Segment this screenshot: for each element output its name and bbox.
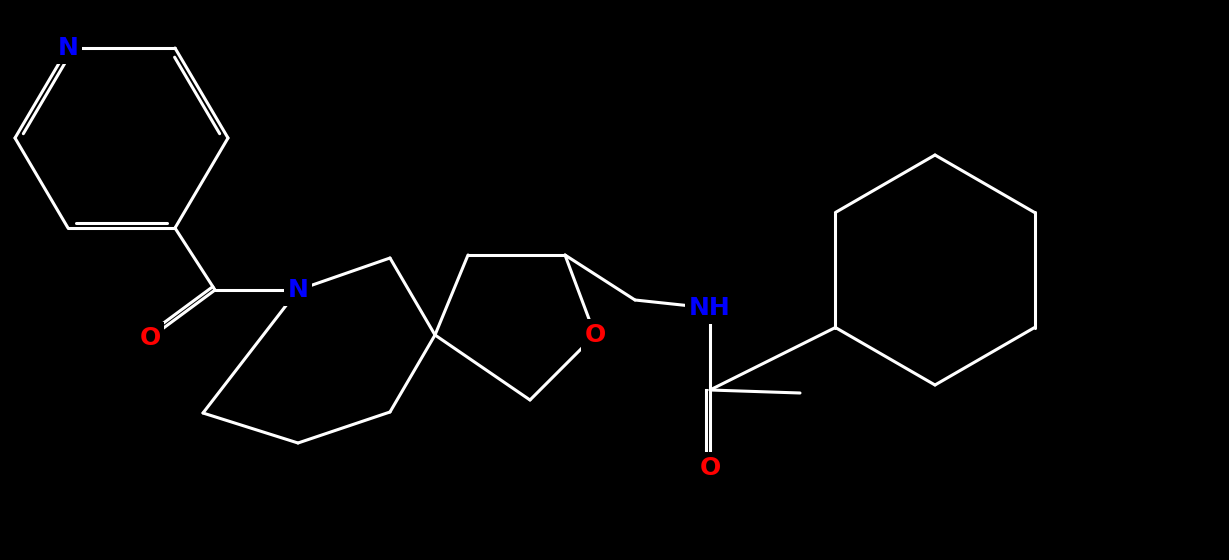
Text: N: N	[58, 36, 79, 60]
Text: NH: NH	[689, 296, 731, 320]
Text: O: O	[699, 456, 720, 480]
Text: O: O	[584, 323, 606, 347]
Text: N: N	[288, 278, 308, 302]
Text: O: O	[139, 326, 161, 350]
